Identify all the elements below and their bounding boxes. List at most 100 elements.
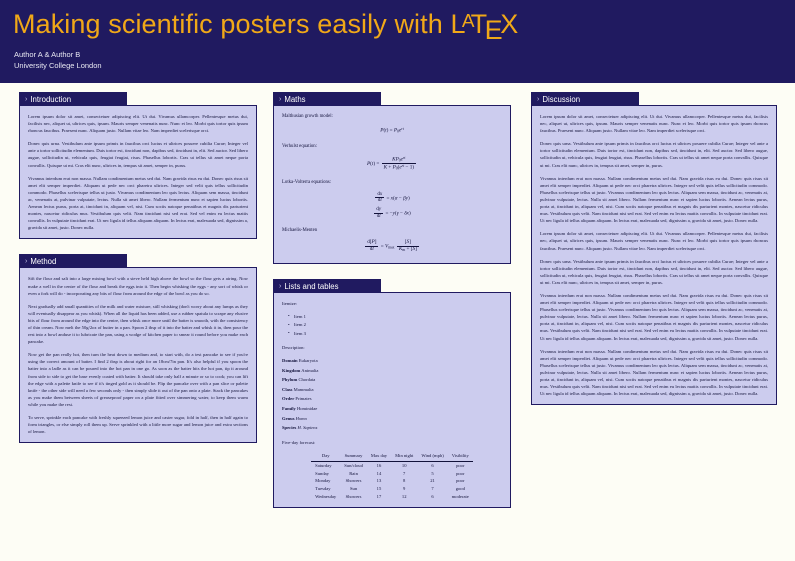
table-head: Day Summary Max day Min night Wind (mph)… <box>311 452 473 462</box>
chevron-right-icon: › <box>279 96 282 103</box>
equation-malthusian: P(t) = P0ert <box>380 127 404 134</box>
paragraph: Sift the flour and salt into a large mix… <box>28 276 248 296</box>
table-cell-day: Saturday <box>315 462 332 468</box>
block-body-maths: Malthusian growth model: P(t) = P0ert Ve… <box>273 105 511 264</box>
list-item: Item 2 <box>288 321 502 328</box>
table-cell-wind: 7 <box>431 485 434 491</box>
list-item: Item 1 <box>288 312 502 320</box>
description-term: Class <box>282 386 293 392</box>
paragraph: Lorem ipsum dolor sit amet, consectetuer… <box>540 231 768 251</box>
table-column-header: Wind (mph) <box>417 452 448 462</box>
table-cell-wind: 5 <box>431 470 434 476</box>
description-term: Genus <box>282 415 295 421</box>
block-body-method: Sift the flour and salt into a large mix… <box>19 267 257 444</box>
block-header-introduction: › Introduction <box>19 92 127 106</box>
table-cell-max-day: 13 <box>376 478 382 484</box>
description-term: Family <box>282 406 296 412</box>
table-cell-summary: Showers <box>345 478 362 484</box>
paragraph: Lorem ipsum dolor sit amet, consectetuer… <box>540 114 768 134</box>
table-column-header: Visibility <box>447 452 473 462</box>
paragraph: Next gradually add small quantities of t… <box>28 303 248 345</box>
latex-logo-e: E <box>484 14 503 45</box>
table-cell-summary: Sun/cloud <box>344 462 363 468</box>
paragraph: Donec quis urna. Vestibulum ante ipsum p… <box>540 141 768 168</box>
description-definition: Homo <box>295 415 307 421</box>
table-row: Saturday Sun/cloud 16 10 6 poor <box>311 461 473 469</box>
paragraph: To serve, sprinkle each pancake with fre… <box>28 415 248 435</box>
table-cell-day: Sunday <box>315 470 329 476</box>
block-body-lists-and-tables: Itemize: Item 1 Item 2 Item 3 Descriptio… <box>273 291 511 508</box>
description-term: Order <box>282 396 295 402</box>
itemize-label: Itemize: <box>282 300 298 306</box>
description-definition: Animalia <box>301 367 319 373</box>
table-column-header: Min night <box>391 452 418 462</box>
page-title: Making scientific posters easily with LA… <box>13 9 519 45</box>
table-cell-day: Wednesday <box>315 493 337 499</box>
table-row: Tuesday Sun 15 9 7 good <box>311 485 473 493</box>
table-cell-visibility: poor <box>456 462 465 468</box>
table-column-header: Max day <box>366 452 392 462</box>
table-cell-min-night: 10 <box>401 462 407 468</box>
latex-logo-t: T <box>470 9 488 39</box>
itemize-list: Item 1 Item 2 Item 3 <box>282 312 502 337</box>
table-cell-min-night: 8 <box>403 478 406 484</box>
table-cell-visibility: poor <box>456 470 465 476</box>
description-row: Order Primates <box>282 395 502 402</box>
column-left: › Introduction Lorem ipsum dolor sit amet… <box>19 92 257 458</box>
paragraph: Lorem ipsum dolor sit amet, consectetuer… <box>28 114 248 134</box>
table-cell-summary: Sun <box>349 485 358 491</box>
author-names: Author A & Author B <box>14 50 81 59</box>
author-affiliation: University College London <box>14 60 102 70</box>
table-cell-min-night: 12 <box>401 493 407 499</box>
latex-logo-l: L <box>450 9 466 39</box>
paragraph: Donec quis urna. Vestibulum ante ipsum p… <box>540 258 768 285</box>
equation-michaelis-menten: d[P] dt = Vmax [S] Km + [S] <box>365 239 419 252</box>
description-row: Domain Eukaryota <box>282 357 502 364</box>
chevron-right-icon: › <box>537 96 540 103</box>
description-definition: Eukaryota <box>298 358 318 364</box>
block-discussion: › Discussion Lorem ipsum dolor sit amet, … <box>531 92 777 406</box>
table-cell-max-day: 15 <box>376 485 382 491</box>
block-header-lists-and-tables: › Lists and tables <box>273 278 381 293</box>
page-title-text: Making scientific posters easily with <box>13 9 451 39</box>
table-cell-wind: 6 <box>431 462 434 468</box>
table-header-row: Day Summary Max day Min night Wind (mph)… <box>311 452 473 462</box>
table-column-header: Summary <box>340 452 367 462</box>
forecast-table: Day Summary Max day Min night Wind (mph)… <box>311 452 473 500</box>
block-method: › Method Sift the flour and salt into a l… <box>19 254 257 444</box>
description-definition: Primates <box>295 396 312 402</box>
table-cell-visibility: moderate <box>451 493 469 499</box>
table-cell-day: Tuesday <box>315 485 331 491</box>
block-header-discussion: › Discussion <box>531 92 639 106</box>
table-cell-max-day: 16 <box>376 462 382 468</box>
description-term: Kingdom <box>282 367 301 373</box>
description-definition: Mammalia <box>293 386 314 392</box>
block-title-maths: Maths <box>284 95 306 104</box>
paragraph: Vivamus interdum erat non massa. Nullam … <box>540 175 768 224</box>
column-right: › Discussion Lorem ipsum dolor sit amet, … <box>531 92 777 420</box>
paragraph: Donec quis urna. Vestibulum ante ipsum p… <box>28 141 248 168</box>
chevron-right-icon: › <box>279 282 282 290</box>
paragraph: Vivamus interdum erat non massa. Nullam … <box>540 348 768 397</box>
paragraph: Vivamus interdum erat non massa. Nullam … <box>540 292 768 341</box>
description-term: Domain <box>282 358 298 364</box>
latex-logo-x: X <box>500 9 519 39</box>
table-cell-max-day: 14 <box>376 470 382 476</box>
description-definition: Hominidae <box>296 406 318 412</box>
list-item: Item 3 <box>288 329 502 337</box>
description-row: Species H. Sapiens <box>282 424 502 431</box>
math-label-michaelis-menten: Michaelis-Menten <box>282 227 318 233</box>
description-row: Kingdom Animalia <box>282 367 502 374</box>
math-label-malthusian: Malthusian growth model: <box>282 114 333 119</box>
equation-verhulst: P(t) = KP0ert K + P0(ert − 1) <box>366 155 417 171</box>
column-middle: › Maths Malthusian growth model: P(t) = P… <box>273 92 511 523</box>
description-label: Description: <box>282 345 305 350</box>
table-body: Saturday Sun/cloud 16 10 6 poor Sunday R… <box>311 461 473 500</box>
table-cell-min-night: 9 <box>403 485 406 491</box>
table-cell-day: Monday <box>315 478 331 484</box>
table-cell-summary: Rain <box>349 470 358 476</box>
table-cell-summary: Showers <box>345 493 362 499</box>
chevron-right-icon: › <box>25 96 28 103</box>
block-header-maths: › Maths <box>273 92 381 106</box>
